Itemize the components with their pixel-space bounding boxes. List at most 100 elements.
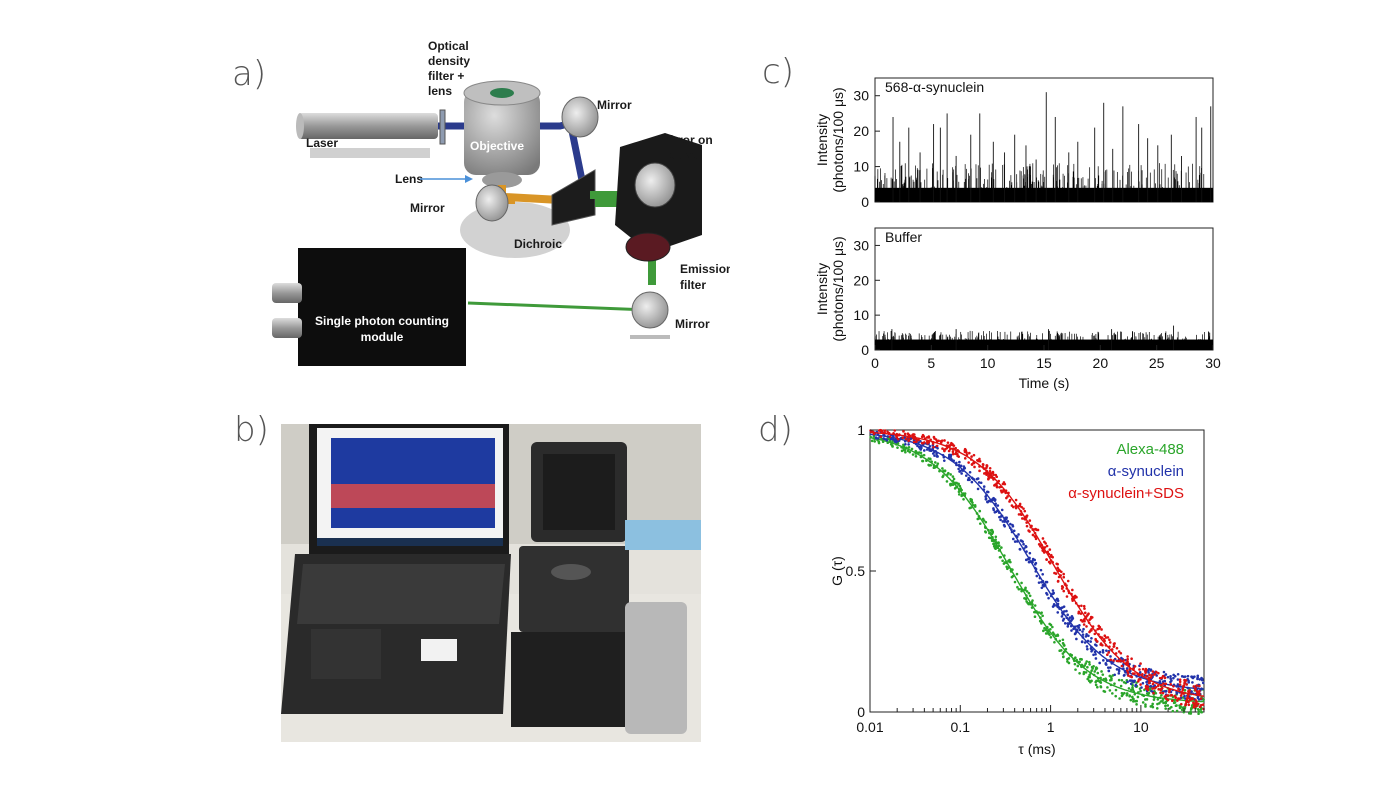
fcs-point — [1089, 640, 1092, 643]
fcs-point — [1120, 691, 1124, 695]
fcs-point — [950, 441, 953, 445]
fcs-point — [1139, 689, 1142, 693]
fcs-point — [919, 440, 922, 443]
fcs-point — [916, 444, 919, 448]
fcs-point — [1021, 540, 1024, 543]
fcs-point — [1084, 671, 1088, 674]
fcs-point — [889, 437, 893, 441]
fcs-fit-line — [869, 431, 1205, 697]
fcs-point — [1184, 702, 1188, 706]
fcs-point — [1151, 705, 1155, 709]
fcs-point — [984, 466, 988, 470]
fcs-point — [1192, 701, 1195, 705]
fcs-point — [1085, 660, 1088, 663]
label-emission-filter: Emission — [680, 262, 730, 276]
fcs-point — [954, 446, 957, 450]
trace-noise-0 — [875, 187, 1213, 202]
fcs-point — [1045, 580, 1049, 584]
fcs-point — [972, 453, 976, 457]
fcs-point — [1098, 650, 1102, 654]
fcs-point — [1129, 682, 1133, 686]
fcs-point — [914, 455, 918, 458]
fcs-point — [1183, 694, 1186, 698]
y-tick-label: 0 — [861, 194, 869, 210]
label-emission-filter-2: filter — [680, 278, 706, 292]
label-optical-filter: Optical — [428, 39, 469, 53]
fcs-point — [1079, 612, 1083, 615]
fcs-point — [1201, 681, 1205, 685]
fcs-point — [1018, 547, 1022, 551]
fcs-point — [1056, 634, 1060, 637]
fcs-point — [933, 461, 937, 464]
fcs-point — [1093, 643, 1097, 646]
fcs-point — [1051, 631, 1055, 634]
fcs-point — [1109, 658, 1113, 662]
fcs-point — [1126, 655, 1129, 658]
fcs-point — [1179, 694, 1183, 697]
fcs-point — [1119, 684, 1123, 688]
fcs-point — [958, 460, 961, 464]
fcs-point — [1195, 684, 1199, 687]
fcs-point — [1147, 671, 1150, 674]
fcs-point — [1125, 694, 1129, 697]
fcs-point — [1190, 675, 1194, 679]
fcs-point — [1012, 529, 1016, 533]
fcs-point — [951, 450, 955, 454]
fcs-point — [1152, 691, 1155, 695]
fcs-point — [955, 481, 958, 485]
fcs-point — [1039, 612, 1043, 615]
fcs-point — [992, 473, 995, 476]
fcs-point — [1083, 641, 1087, 644]
fcs-point — [1001, 490, 1005, 493]
fcs-point — [922, 453, 926, 457]
fcs-point — [1159, 691, 1162, 695]
label-laser: Laser — [306, 136, 338, 150]
x-tick-label: 5 — [927, 355, 935, 371]
fcs-point — [1161, 691, 1165, 695]
fcs-point — [1127, 687, 1131, 690]
fcs-point — [1028, 594, 1032, 598]
fcs-plot-area: 0 0.5 1 0.01 0.1 1 10 τ (ms) G (τ) Alexa-488 α-syn… — [829, 422, 1205, 757]
fcs-point — [1049, 553, 1053, 557]
fcs-point — [970, 455, 973, 458]
fcs-point — [1066, 657, 1069, 661]
fcs-point — [960, 472, 963, 475]
fcs-point — [997, 541, 1000, 544]
fcs-point — [1162, 670, 1166, 674]
fcs-point — [896, 446, 899, 449]
fcs-point — [1009, 560, 1012, 564]
fcs-point — [1106, 686, 1109, 689]
fcs-point — [1023, 596, 1026, 600]
fcs-point — [992, 508, 996, 512]
fcs-point — [1083, 619, 1086, 622]
fcs-point — [1115, 668, 1119, 671]
fcs-point — [1180, 708, 1184, 712]
panel-label-d: d) — [758, 410, 793, 450]
fcs-point — [1178, 678, 1182, 681]
fcs-point — [1028, 519, 1032, 522]
fcs-point — [1082, 627, 1085, 631]
y-tick-label: 10 — [853, 159, 869, 175]
fcs-point — [1141, 701, 1145, 704]
fcs-point — [1132, 680, 1136, 684]
fcs-point — [1056, 611, 1060, 614]
fcs-point — [1184, 697, 1187, 700]
fcs-point — [1035, 574, 1039, 578]
fcs-point — [893, 438, 897, 442]
fcs-point — [976, 487, 980, 491]
fcs-point — [935, 444, 939, 448]
fcs-point — [949, 483, 952, 487]
fcs-point — [971, 501, 974, 504]
fcs-point — [1134, 684, 1137, 688]
fcs-point — [1155, 670, 1158, 674]
fcs-point — [1077, 611, 1080, 615]
fcs-point — [1073, 662, 1077, 666]
fcs-point — [1074, 668, 1077, 671]
fcs-point — [1062, 617, 1066, 621]
fcs-point — [1155, 674, 1158, 677]
fcs-point — [1123, 673, 1126, 677]
fcs-point — [1006, 567, 1009, 571]
fcs-point — [932, 445, 935, 449]
fcs-point — [1133, 665, 1137, 668]
fcs-point — [1037, 611, 1041, 614]
